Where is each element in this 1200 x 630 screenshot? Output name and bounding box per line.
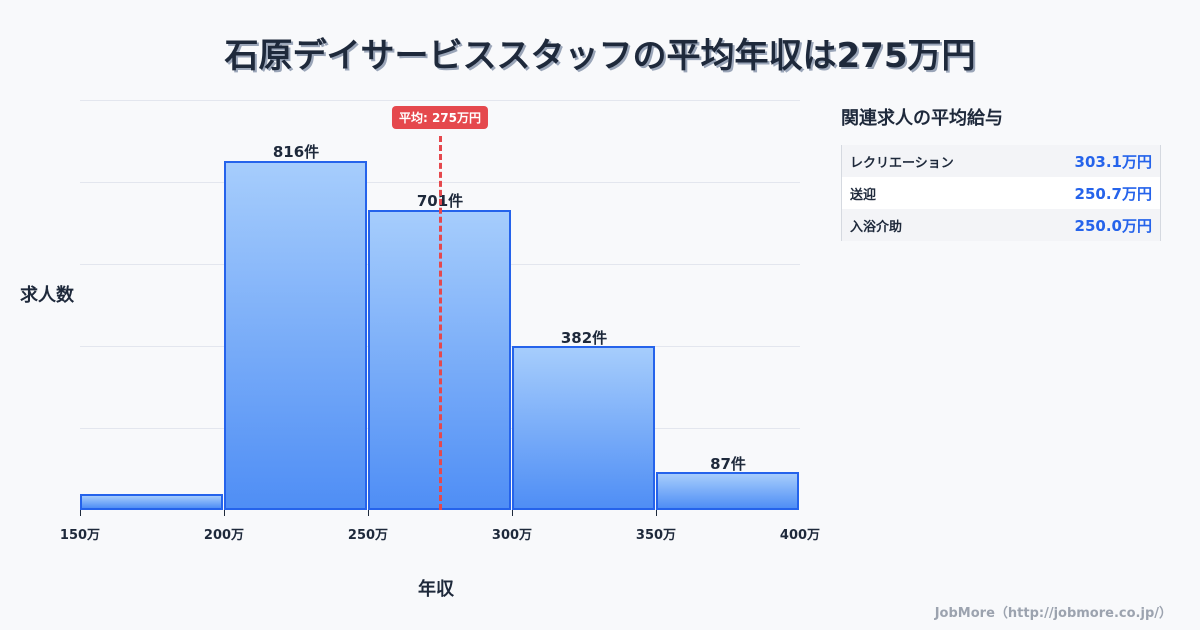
related-salary-table: レクリエーション 303.1万円 送迎 250.7万円 入浴介助 250.0万円: [841, 145, 1161, 241]
y-axis-label: 求人数: [20, 285, 74, 306]
related-job-name: 送迎: [850, 187, 877, 203]
x-tick-label: 150万: [59, 528, 101, 543]
x-tick-label: 200万: [203, 528, 245, 543]
histogram-bar-150-200: [80, 494, 223, 510]
x-tick: [224, 510, 225, 516]
histogram-bar-350-400: [656, 472, 799, 510]
related-job-name: レクリエーション: [850, 155, 954, 171]
x-tick-label: 250万: [347, 528, 389, 543]
x-axis: [80, 510, 800, 511]
related-row: 入浴介助 250.0万円: [842, 209, 1160, 241]
x-tick: [656, 510, 657, 516]
histogram-plot-area: 816件 701件 382件 87件 平均: 275万円: [80, 100, 800, 510]
chart-title: 石原デイサービススタッフの平均年収は275万円: [224, 36, 976, 76]
x-tick-label: 350万: [635, 528, 677, 543]
gridline: [80, 100, 800, 101]
x-tick-label: 300万: [491, 528, 533, 543]
mean-line: [439, 136, 442, 510]
related-job-salary: 250.0万円: [1074, 216, 1152, 235]
x-tick: [368, 510, 369, 516]
related-salary-title: 関連求人の平均給与: [841, 108, 1003, 129]
related-job-salary: 250.7万円: [1074, 184, 1152, 203]
related-job-name: 入浴介助: [850, 219, 903, 235]
related-row: 送迎 250.7万円: [842, 177, 1160, 209]
mean-badge: 平均: 275万円: [391, 106, 489, 129]
bar-value-label: 382件: [560, 329, 608, 347]
histogram-bar-200-250: [224, 161, 367, 510]
x-tick-label: 400万: [779, 528, 821, 543]
bar-value-label: 816件: [272, 143, 320, 161]
bar-value-label: 87件: [710, 455, 746, 473]
x-tick: [80, 510, 81, 516]
histogram-bar-300-350: [512, 346, 655, 510]
related-job-salary: 303.1万円: [1074, 152, 1152, 171]
x-axis-label: 年収: [418, 579, 454, 600]
related-row: レクリエーション 303.1万円: [842, 145, 1160, 177]
x-tick: [512, 510, 513, 516]
source-credit: JobMore（http://jobmore.co.jp/）: [934, 606, 1172, 621]
